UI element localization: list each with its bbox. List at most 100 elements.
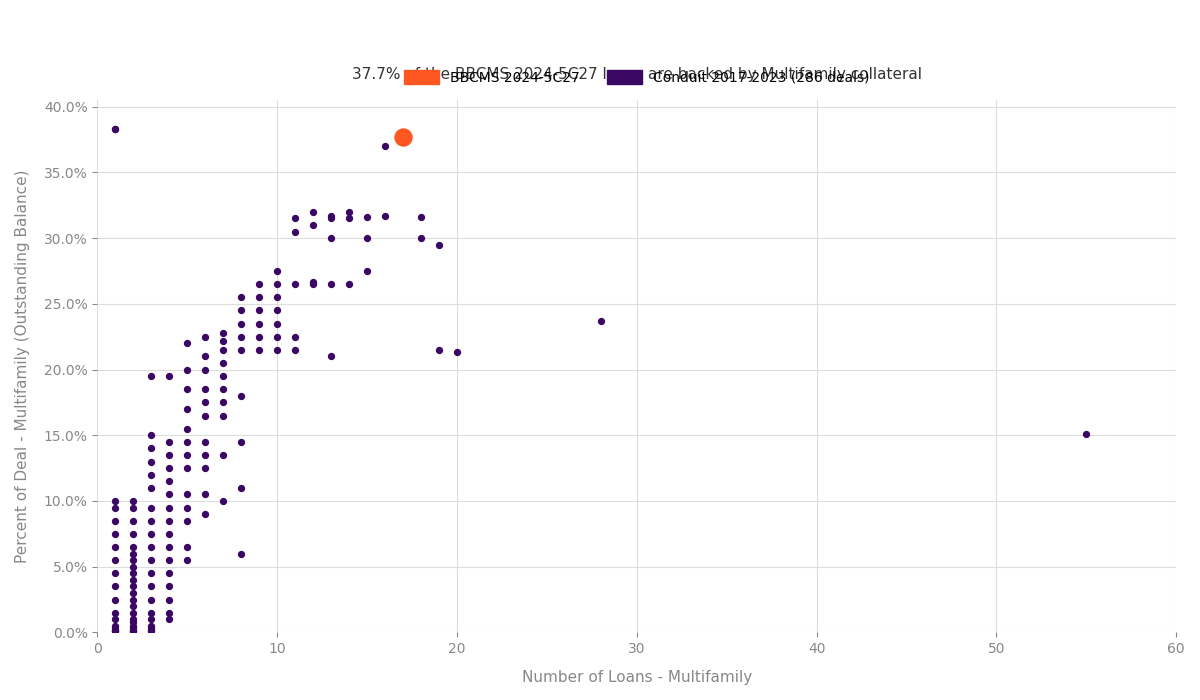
Point (178, 364, 197, 375)
Point (178, 463, 197, 474)
Point (232, 436, 251, 447)
Point (160, 515, 179, 526)
Point (304, 219, 323, 230)
Point (358, 265, 377, 276)
Point (106, 607, 125, 618)
Point (214, 397, 233, 408)
Point (142, 541, 161, 552)
Point (160, 476, 179, 487)
Point (196, 410, 215, 421)
Point (322, 232, 341, 244)
Point (124, 607, 143, 618)
Point (160, 489, 179, 500)
Point (286, 344, 305, 356)
Point (214, 370, 233, 382)
Point (214, 410, 233, 421)
Point (196, 351, 215, 362)
Point (250, 331, 269, 342)
Point (160, 463, 179, 474)
Point (142, 482, 161, 493)
Point (196, 331, 215, 342)
Point (178, 515, 197, 526)
Point (250, 304, 269, 316)
Point (142, 620, 161, 631)
Point (232, 318, 251, 329)
Point (160, 541, 179, 552)
Y-axis label: Percent of Deal - Multifamily (Outstanding Balance): Percent of Deal - Multifamily (Outstandi… (14, 169, 30, 563)
Point (124, 626, 143, 637)
Point (124, 623, 143, 634)
Point (340, 206, 359, 218)
Point (106, 515, 125, 526)
Point (160, 568, 179, 579)
Point (178, 436, 197, 447)
Point (268, 344, 287, 356)
X-axis label: Number of Loans - Multifamily: Number of Loans - Multifamily (522, 670, 752, 685)
Point (214, 335, 233, 346)
Point (430, 344, 449, 356)
Point (412, 211, 431, 223)
Point (178, 337, 197, 349)
Point (376, 210, 395, 221)
Point (106, 541, 125, 552)
Point (124, 587, 143, 598)
Point (124, 541, 143, 552)
Point (286, 279, 305, 290)
Point (214, 358, 233, 369)
Point (142, 502, 161, 513)
Point (358, 232, 377, 244)
Point (322, 279, 341, 290)
Point (358, 211, 377, 223)
Point (196, 436, 215, 447)
Point (124, 515, 143, 526)
Point (106, 528, 125, 540)
Point (124, 496, 143, 507)
Point (178, 449, 197, 461)
Point (106, 594, 125, 605)
Point (322, 213, 341, 224)
Point (142, 528, 161, 540)
Point (268, 331, 287, 342)
Point (124, 626, 143, 637)
Point (142, 594, 161, 605)
Point (214, 449, 233, 461)
Point (160, 449, 179, 461)
Point (214, 327, 233, 338)
Point (142, 469, 161, 480)
Point (178, 403, 197, 414)
Point (376, 141, 395, 152)
Point (124, 568, 143, 579)
Point (268, 318, 287, 329)
Point (160, 594, 179, 605)
Point (124, 594, 143, 605)
Point (250, 292, 269, 303)
Title: 37.7% of the BBCMS 2024-5C27 loans are backed by Multifamily collateral: 37.7% of the BBCMS 2024-5C27 loans are b… (352, 67, 922, 83)
Point (232, 344, 251, 356)
Point (142, 607, 161, 618)
Point (142, 568, 161, 579)
Point (124, 581, 143, 592)
Point (250, 318, 269, 329)
Point (142, 624, 161, 636)
Point (142, 430, 161, 441)
Point (106, 581, 125, 592)
Point (106, 623, 125, 634)
Point (286, 331, 305, 342)
Point (106, 620, 125, 631)
Point (232, 482, 251, 493)
Point (160, 554, 179, 566)
Point (232, 292, 251, 303)
Point (142, 626, 161, 637)
Point (178, 423, 197, 434)
Point (232, 548, 251, 559)
Point (268, 304, 287, 316)
Point (160, 370, 179, 382)
Point (196, 463, 215, 474)
Point (340, 279, 359, 290)
Point (412, 232, 431, 244)
Point (196, 449, 215, 461)
Point (178, 541, 197, 552)
Point (142, 554, 161, 566)
Point (286, 226, 305, 237)
Point (232, 304, 251, 316)
